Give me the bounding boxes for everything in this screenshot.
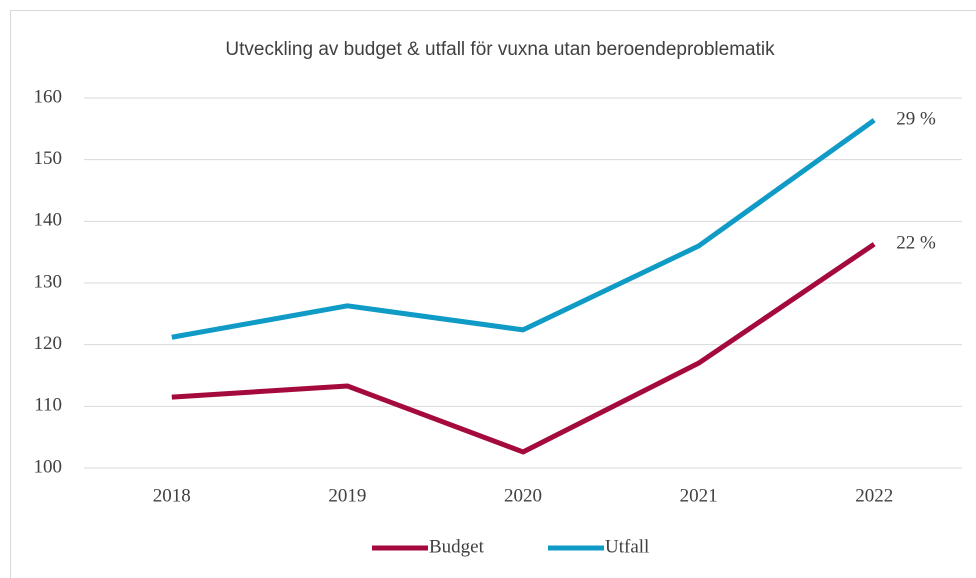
- y-tick-label: 110: [34, 395, 62, 416]
- x-tick-label: 2018: [153, 485, 191, 506]
- y-tick-label: 160: [34, 86, 63, 107]
- legend-label: Budget: [429, 536, 485, 557]
- y-tick-label: 150: [34, 148, 63, 169]
- x-tick-label: 2022: [855, 485, 893, 506]
- x-tick-label: 2020: [504, 485, 542, 506]
- y-tick-label: 100: [34, 456, 63, 477]
- legend-label: Utfall: [605, 536, 649, 557]
- x-tick-label: 2019: [328, 485, 366, 506]
- y-tick-label: 130: [34, 271, 63, 292]
- data-line: [171, 118, 876, 340]
- chart-border: [10, 10, 976, 578]
- chart-title: Utveckling av budget & utfall för vuxna …: [225, 39, 775, 60]
- y-tick-label: 120: [34, 333, 63, 354]
- end-label: 29 %: [896, 109, 936, 130]
- x-tick-label: 2021: [680, 485, 718, 506]
- data-line: [171, 242, 876, 455]
- end-label: 22 %: [896, 233, 936, 254]
- y-tick-label: 140: [34, 210, 63, 231]
